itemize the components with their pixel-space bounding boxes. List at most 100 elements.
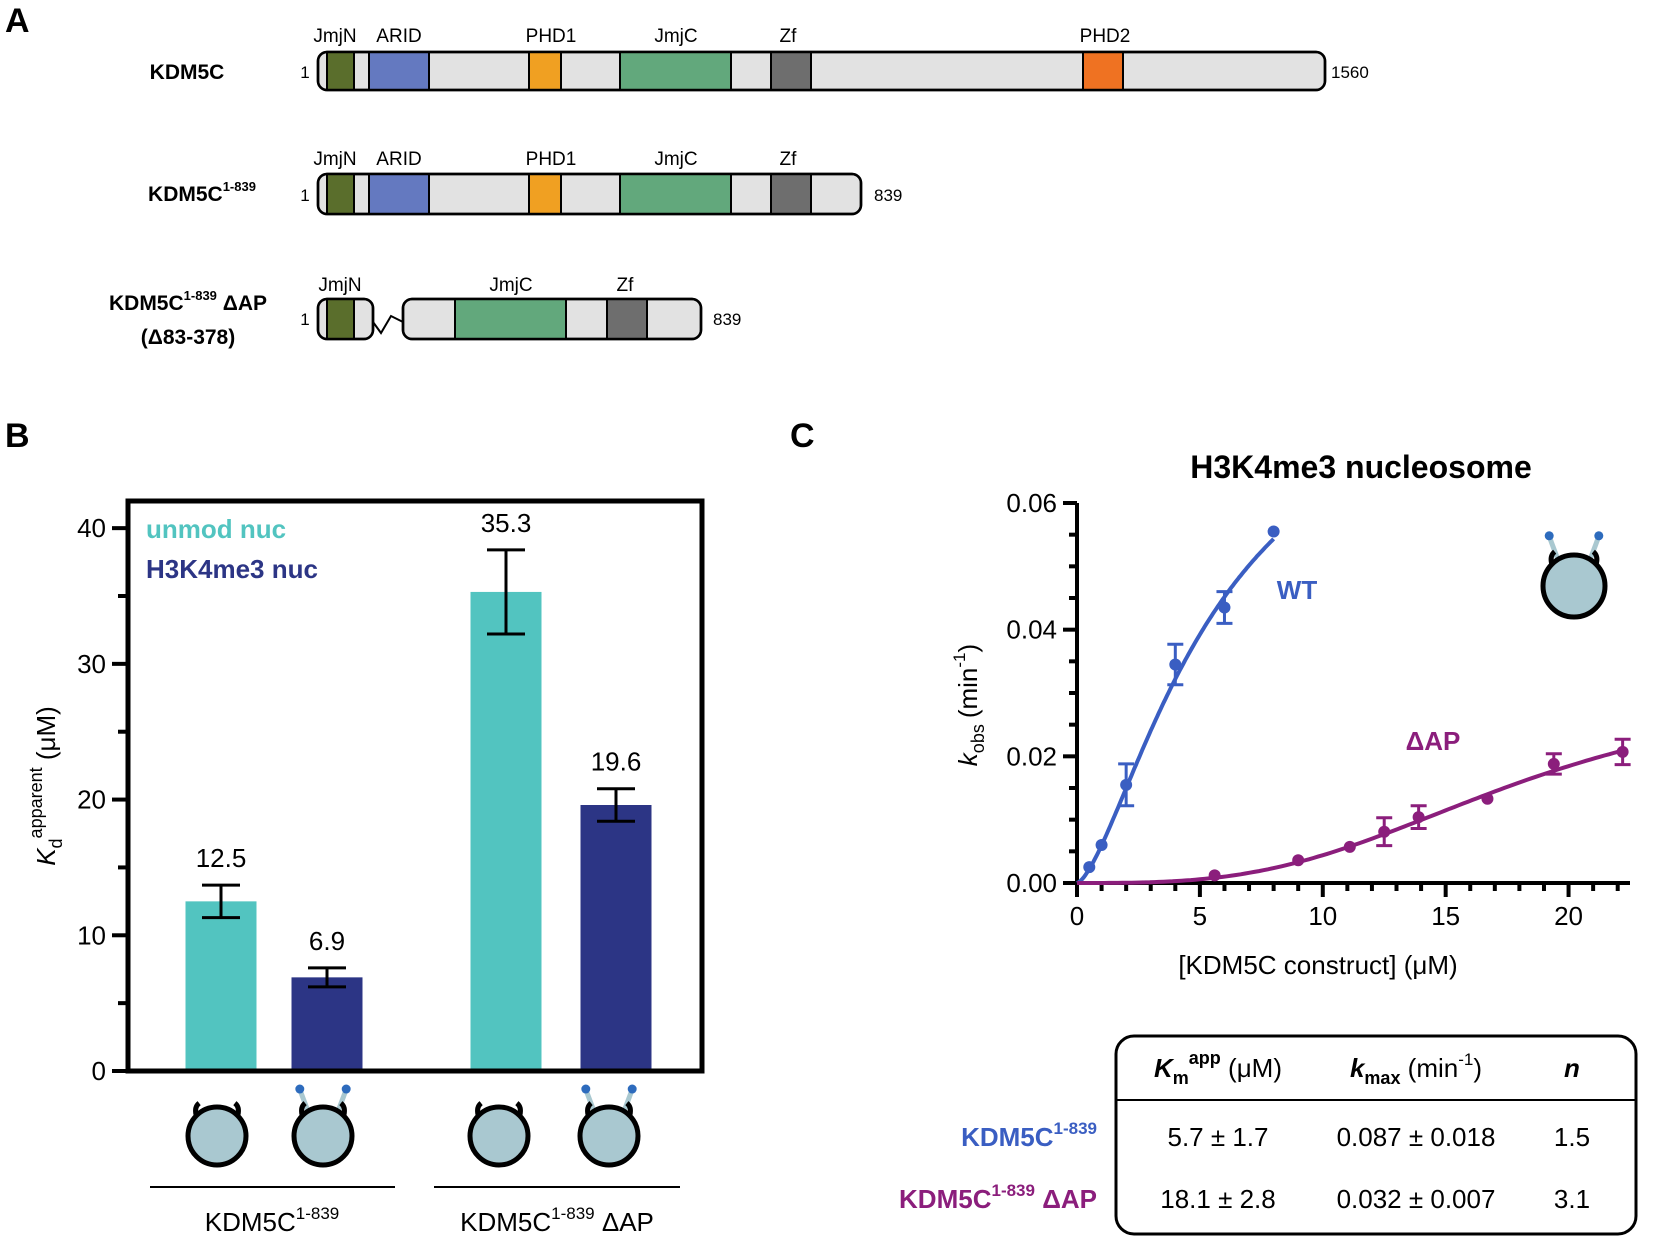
- methylated-nucleosome-icon: [291, 1084, 355, 1168]
- bar: [291, 977, 363, 1071]
- methyl-mark: [581, 1084, 591, 1094]
- data-point: [1481, 792, 1494, 805]
- nucleosome-icon: [185, 1101, 249, 1168]
- nucleosome-icon: [467, 1101, 531, 1168]
- nucleosome-icons: [185, 1084, 641, 1168]
- domain-arid: [368, 173, 430, 215]
- construct-name: KDM5C1-839: [148, 179, 256, 206]
- bar-chart-marks: 12.5 35.3 6.9 19.6: [185, 508, 652, 1071]
- domain-label-phd1: PHD1: [526, 26, 577, 47]
- dna-end: [475, 1101, 483, 1116]
- domain-label-phd2: PHD2: [1080, 26, 1131, 47]
- protein-bar-outline: [316, 50, 1327, 92]
- protein-bar: [316, 50, 1327, 92]
- table-header-km: Kmapp (μM): [1154, 1048, 1282, 1088]
- domain-label-jmjc: JmjC: [654, 26, 697, 47]
- data-label: 35.3: [481, 508, 532, 538]
- domain-jmjc: [619, 173, 732, 215]
- fit-curve: [1076, 537, 1276, 885]
- panel-label-b: B: [5, 417, 30, 455]
- y-axis-label: kobs(min-1): [950, 644, 988, 766]
- table-header-n: n: [1564, 1053, 1580, 1083]
- data-point: [1267, 525, 1280, 538]
- construct-start-label: 1: [300, 186, 309, 205]
- dna-end: [299, 1101, 307, 1116]
- error-bar: [308, 966, 346, 989]
- x-tick-label: 20: [1554, 901, 1583, 931]
- table-cell-km: 5.7 ± 1.7: [1167, 1122, 1268, 1152]
- point-marker: [1343, 840, 1356, 853]
- x-tick-label: 15: [1431, 901, 1460, 931]
- domain-arid: [368, 51, 430, 91]
- domain-zf: [770, 51, 812, 91]
- dna-end: [625, 1101, 633, 1116]
- point-marker: [1120, 778, 1133, 791]
- error-bar: [202, 883, 240, 920]
- dna-end: [193, 1101, 201, 1116]
- error-bar: [597, 787, 635, 823]
- data-label: 12.5: [196, 843, 247, 873]
- domain-label-jmjn: JmjN: [318, 275, 361, 296]
- data-point: [1292, 854, 1305, 867]
- domain-label-jmjn: JmjN: [313, 149, 356, 170]
- x-axis-label: [KDM5C construct] (μM): [1178, 950, 1457, 980]
- dna-end: [233, 1101, 241, 1116]
- series-label-dap: ΔAP: [1406, 726, 1461, 756]
- plot-frame: [125, 498, 705, 1074]
- domain-label-zf: Zf: [780, 149, 798, 170]
- methylated-nucleosome-icon: [1540, 531, 1608, 620]
- panel-label-a: A: [5, 2, 30, 40]
- methyl-mark: [627, 1084, 637, 1094]
- bar: [185, 901, 257, 1071]
- domain-jmjc: [619, 51, 732, 91]
- data-point: [1410, 804, 1427, 831]
- x-tick-label: 10: [1308, 901, 1337, 931]
- domain-zf: [606, 298, 648, 340]
- kinetics-scatter-chart: H3K4me3 nucleosome 0.00 0.02 0.04 0.06 0 5 10 1…: [899, 449, 1638, 1236]
- y-tick-label: 0.02: [1006, 741, 1057, 771]
- legend-entry-h3k4me3-nuc: H3K4me3 nuc: [146, 554, 318, 584]
- domain-jmjn: [326, 173, 355, 215]
- methyl-mark: [1544, 531, 1554, 541]
- fit-curve: [1077, 748, 1624, 885]
- construct-end-label: 839: [713, 310, 741, 329]
- construct-start-label: 1: [300, 310, 309, 329]
- domain-label-zf: Zf: [780, 26, 798, 47]
- domain-label-jmjn: JmjN: [313, 26, 356, 47]
- axes: 0.00 0.02 0.04 0.06 0 5 10 15 20: [1006, 488, 1630, 931]
- methyl-mark: [341, 1084, 351, 1094]
- x-tick-label: 5: [1193, 901, 1207, 931]
- binding-affinity-bar-chart: 12.5 35.3 6.9 19.6 0 10 20 30 40 Kdapparent (μM…: [26, 498, 705, 1237]
- table-cell-n: 1.5: [1554, 1122, 1590, 1152]
- dna-end: [339, 1101, 347, 1116]
- point-marker: [1169, 658, 1182, 671]
- point-marker: [1412, 811, 1425, 824]
- protein-bar-outline: [316, 172, 863, 216]
- chart-title: H3K4me3 nucleosome: [1190, 449, 1531, 485]
- bar: [470, 591, 542, 1071]
- data-point: [1376, 816, 1393, 848]
- nucleosome-core: [1540, 552, 1608, 620]
- dna-end: [1591, 549, 1600, 565]
- domain-phd1: [528, 173, 562, 215]
- y-tick-label: 0.06: [1006, 488, 1057, 518]
- methyl-mark: [1594, 531, 1604, 541]
- protein-bar-outline: [316, 297, 375, 341]
- point-marker: [1208, 869, 1221, 882]
- data-point: [1118, 762, 1135, 808]
- nucleosome-core: [185, 1104, 249, 1168]
- point-marker: [1095, 839, 1108, 851]
- domain-phd1: [528, 51, 562, 91]
- table-cell-km: 18.1 ± 2.8: [1160, 1184, 1275, 1214]
- point-marker: [1267, 525, 1280, 538]
- table-frame: [1114, 1034, 1638, 1236]
- data-label: 6.9: [309, 926, 345, 956]
- panel-label-c: C: [790, 417, 815, 455]
- dna-end: [1548, 549, 1557, 565]
- data-point: [1208, 869, 1221, 882]
- domain-label-arid: ARID: [376, 26, 421, 47]
- domain-label-phd1: PHD1: [526, 149, 577, 170]
- construct-end-label: 1560: [1331, 63, 1369, 82]
- construct-kdm5c-full: KDM5C 1 JmjN ARID PHD1 JmjC Zf PHD2 1560: [150, 26, 1369, 92]
- construct-kdm5c-1-839: KDM5C1-839 1 JmjN ARID PHD1 JmjC Zf 839: [148, 149, 902, 216]
